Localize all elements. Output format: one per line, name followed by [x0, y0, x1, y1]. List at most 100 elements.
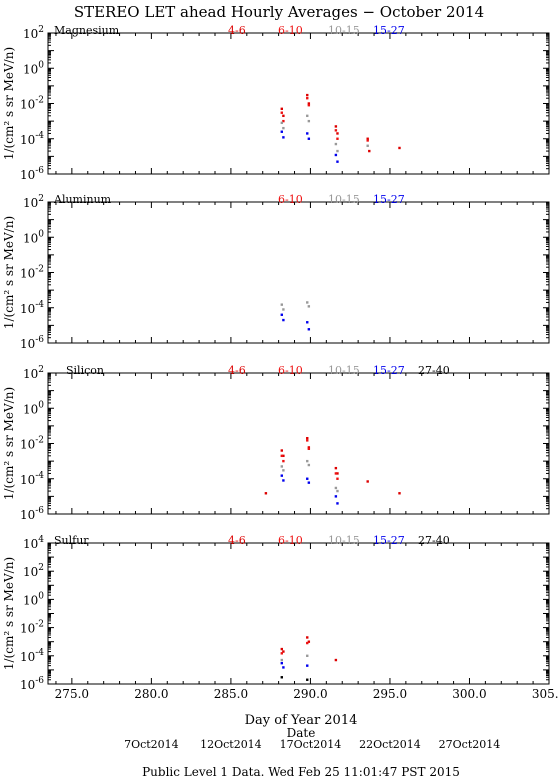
data-point-6-10: [307, 447, 311, 451]
legend-15-27: 15-27: [373, 24, 405, 37]
data-point-4-6: [282, 650, 285, 653]
date-tick-label: 17Oct2014: [280, 738, 342, 751]
data-point-4-6: [334, 125, 338, 128]
legend-4-6: 4-6: [228, 534, 246, 547]
y-tick-exponent: -2: [35, 436, 44, 446]
data-point-4-6: [306, 436, 309, 440]
y-tick-exponent: 0: [38, 229, 44, 239]
data-point-15-27: [282, 136, 285, 139]
data-point-10-15: [307, 463, 311, 467]
data-point-15-27: [307, 328, 311, 331]
data-point-4-6: [307, 640, 311, 643]
date-ticks: 7Oct2014 12Oct2014 17Oct2014 22Oct2014 27Oct…: [124, 738, 500, 751]
plot-frame: [47, 201, 550, 344]
plot-frame: [47, 542, 550, 685]
y-tick-exponent: 0: [38, 400, 44, 410]
data-point-6-10: [306, 439, 309, 442]
data-point-15-27: [280, 313, 283, 316]
data-point-10-15: [282, 126, 285, 130]
data-point-6-10: [336, 137, 339, 140]
data-point-4-6: [282, 454, 285, 458]
legend-4-6: 4-6: [228, 24, 246, 37]
y-tick-label: 10-4: [20, 471, 44, 487]
data-point-10-15: [306, 114, 309, 118]
data-point-10-15: [280, 465, 283, 468]
data-point-10-15: [280, 121, 283, 125]
y-axis-label: 1/(cm² s sr MeV/n): [2, 216, 16, 329]
date-tick-label: 7Oct2014: [124, 738, 179, 751]
y-tick-exponent: 2: [38, 25, 44, 35]
data-point-4-6: [306, 636, 309, 639]
legend-10-15: 10-15: [328, 534, 360, 547]
data-point-10-15: [306, 301, 309, 304]
data-point-10-15: [282, 308, 285, 311]
y-tick-label: 104: [23, 535, 44, 551]
y-tick-exponent: -4: [35, 131, 44, 141]
data-point-15-27: [334, 495, 338, 498]
data-point-15-27: [280, 661, 283, 665]
y-tick-exponent: -2: [35, 265, 44, 275]
legend-6-10: 6-10: [278, 24, 303, 37]
y-axis-label: 1/(cm² s sr MeV/n): [2, 47, 16, 160]
y-tick-exponent: 2: [38, 365, 44, 375]
x-axis-label: Day of Year 2014: [245, 713, 358, 728]
data-point-15-27: [306, 321, 309, 324]
data-point-10-15: [366, 144, 369, 147]
data-point-10-15: [334, 486, 338, 490]
data-point-6-10: [280, 111, 283, 114]
data-point-15-27: [307, 481, 311, 484]
data-point-4-6: [280, 647, 283, 651]
y-tick-label: 102: [23, 25, 44, 41]
data-point-6-10: [334, 129, 338, 132]
data-point-10-15: [280, 303, 283, 306]
y-tick-exponent: -4: [35, 648, 44, 658]
y-tick-label: 100: [23, 400, 44, 416]
data-point-6-10: [307, 104, 311, 107]
data-point-6-10: [336, 477, 339, 480]
data-point-4-6: [336, 132, 339, 135]
x-tick-label: 305.0: [532, 687, 559, 701]
legend-10-15: 10-15: [328, 24, 360, 37]
y-tick-exponent: -6: [35, 506, 44, 516]
data-point-4-6: [398, 146, 401, 150]
data-point-10-15: [336, 149, 339, 153]
data-point-15-27: [307, 137, 311, 140]
y-tick-exponent: -6: [35, 335, 44, 345]
data-point-10-15: [334, 142, 338, 146]
y-tick-label: 10-6: [20, 506, 44, 522]
panel-magnesium: 10-6 10-4 10-2 100 102 1/(cm² s sr MeV/n) Magn…: [2, 24, 550, 182]
data-point-4-6: [334, 466, 338, 470]
data-point-15-27: [306, 477, 309, 480]
plot-frame: [47, 372, 550, 515]
data-point-4-6: [366, 137, 369, 140]
date-tick-label: 12Oct2014: [200, 738, 262, 751]
plot-frame: [47, 32, 550, 175]
data-point-15-27: [306, 664, 309, 667]
legend-15-27: 15-27: [373, 364, 405, 377]
y-axis-label: 1/(cm² s sr MeV/n): [2, 557, 16, 670]
data-point-4-6: [307, 446, 311, 449]
data-point-4-6: [368, 149, 371, 153]
y-tick-exponent: 0: [38, 60, 44, 70]
data-point-10-15: [306, 459, 309, 463]
data-point-10-15: [306, 654, 309, 657]
data-point-4-6: [366, 480, 369, 483]
date-label: Date: [287, 726, 316, 740]
y-tick-label: 100: [23, 591, 44, 607]
y-tick-label: 10-4: [20, 300, 44, 316]
y-tick-label: 10-2: [20, 436, 44, 452]
panels: 10-6 10-4 10-2 100 102 1/(cm² s sr MeV/n) Magn…: [2, 24, 559, 701]
panel-silicon: 10-6 10-4 10-2 100 102 1/(cm² s sr MeV/n) Sili…: [2, 364, 550, 522]
data-point-15-27: [282, 479, 285, 482]
data-point-4-6: [307, 102, 311, 105]
data-point-15-27: [306, 132, 309, 135]
x-tick-label: 280.0: [134, 687, 168, 701]
panel-aluminum: 10-6 10-4 10-2 100 102 1/(cm² s sr MeV/n) Alum…: [2, 193, 550, 351]
y-tick-exponent: 2: [38, 563, 44, 573]
y-tick-label: 10-6: [20, 166, 44, 182]
data-point-15-27: [282, 318, 285, 322]
y-tick-label: 10-2: [20, 620, 44, 636]
legend-15-27: 15-27: [373, 193, 405, 206]
data-point-15-27: [334, 153, 338, 157]
